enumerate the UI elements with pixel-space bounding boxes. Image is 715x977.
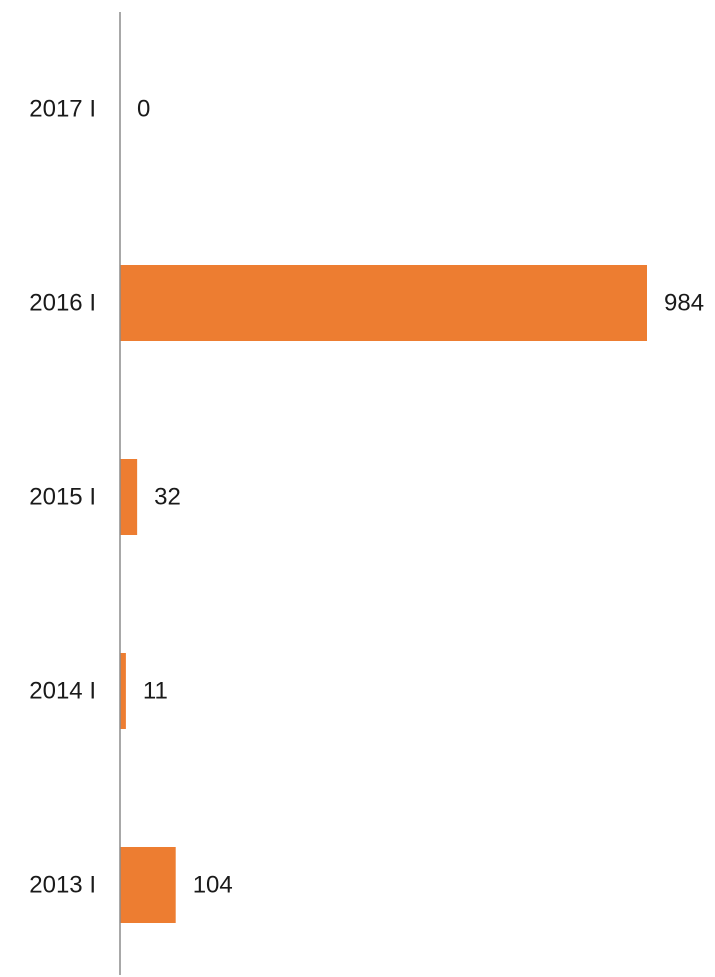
data-label: 104 <box>193 872 233 899</box>
category-label: 2017 I <box>29 96 96 123</box>
data-labels: 0 984 32 11 104 <box>137 96 704 899</box>
data-label: 0 <box>137 96 150 123</box>
data-label: 32 <box>154 484 181 511</box>
bar-3 <box>120 653 126 729</box>
bar-4 <box>120 847 176 923</box>
data-label: 984 <box>664 290 704 317</box>
category-label: 2016 I <box>29 290 96 317</box>
category-labels: 2017 I 2016 I 2015 I 2014 I 2013 I <box>29 96 96 899</box>
bar-1 <box>120 265 647 341</box>
category-label: 2014 I <box>29 678 96 705</box>
category-label: 2013 I <box>29 872 96 899</box>
category-label: 2015 I <box>29 484 96 511</box>
data-label: 11 <box>143 678 168 705</box>
bars <box>120 265 647 923</box>
bar-2 <box>120 459 138 535</box>
